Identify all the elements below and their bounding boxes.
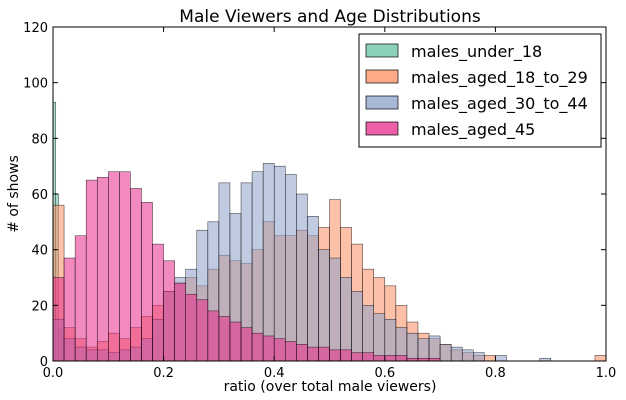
bar-males_aged_45-11 — [174, 282, 186, 362]
bar-males_aged_45-17 — [240, 327, 253, 362]
y-tick-label: 0 — [40, 355, 48, 370]
y-tick-label: 120 — [23, 21, 48, 36]
ticks-layer: 0.0 0.2 0.4 0.6 0.8 1.0 0 20 40 60 80 100 120 — [23, 21, 616, 381]
legend: males_under_18 males_aged_18_to_29 males_a… — [358, 33, 602, 148]
bar-males_aged_45-5 — [108, 171, 120, 362]
bar-males_aged_30_to_44-27 — [351, 291, 363, 362]
bar-males_aged_45-13 — [196, 299, 209, 362]
bar-males_aged_30_to_44-34 — [428, 335, 441, 362]
y-tick-label: 60 — [31, 188, 48, 203]
bar-males_aged_30_to_44-36 — [450, 346, 463, 362]
series-males_aged_45 — [52, 171, 441, 362]
bar-males_aged_45-14 — [207, 310, 220, 362]
x-tick-label: 0.4 — [264, 366, 285, 381]
bar-males_aged_30_to_44-30 — [384, 319, 397, 362]
bar-males_aged_45-19 — [262, 335, 275, 362]
bar-males_aged_45-25 — [329, 349, 341, 362]
bar-males_aged_45-9 — [152, 243, 164, 362]
bar-males_aged_30_to_44-32 — [406, 332, 419, 362]
legend-label-males_aged_45: males_aged_45 — [411, 120, 535, 140]
bar-males_aged_18_to_29-40 — [594, 355, 607, 362]
bar-males_aged_45-24 — [318, 346, 330, 362]
bars-layer — [52, 101, 607, 362]
y-tick-label: 80 — [31, 132, 48, 147]
bar-males_aged_45-2 — [74, 235, 87, 362]
bar-males_aged_45-31 — [395, 355, 408, 362]
bar-males_aged_45-22 — [296, 344, 308, 362]
bar-males_aged_45-26 — [340, 349, 352, 362]
legend-swatch-males_under_18 — [365, 43, 399, 58]
bar-males_aged_45-3 — [85, 179, 98, 362]
bar-males_aged_45-23 — [307, 346, 319, 362]
bar-males_aged_45-0 — [52, 277, 65, 362]
x-tick-label: 1.0 — [596, 366, 617, 381]
x-tick-label: 0.6 — [374, 366, 395, 381]
bar-males_aged_45-4 — [96, 177, 109, 362]
bar-males_aged_45-27 — [351, 352, 363, 362]
legend-label-males_aged_18_to_29: males_aged_18_to_29 — [411, 68, 588, 88]
x-tick-label: 0.8 — [485, 366, 506, 381]
legend-swatch-males_aged_18_to_29 — [365, 69, 399, 84]
chart-title: Male Viewers and Age Distributions — [179, 7, 481, 27]
bar-males_aged_45-8 — [141, 202, 153, 362]
bar-males_aged_30_to_44-38 — [473, 352, 485, 362]
bar-males_aged_30_to_44-19 — [262, 163, 275, 362]
legend-box — [358, 33, 602, 148]
legend-label-males_aged_30_to_44: males_aged_30_to_44 — [411, 94, 588, 114]
bar-males_aged_30_to_44-33 — [417, 338, 430, 362]
bar-males_aged_30_to_44-39 — [495, 355, 507, 362]
bar-males_aged_45-18 — [251, 332, 264, 362]
bar-males_aged_45-1 — [63, 257, 76, 362]
legend-swatch-males_aged_30_to_44 — [365, 95, 399, 110]
bar-males_aged_30_to_44-26 — [340, 277, 352, 362]
bar-males_aged_30_to_44-24 — [318, 249, 330, 362]
bar-males_aged_30_to_44-23 — [307, 216, 319, 362]
y-tick-label: 40 — [31, 244, 48, 259]
y-axis-label: # of shows — [6, 155, 22, 233]
bar-males_aged_45-16 — [229, 321, 242, 362]
bar-males_aged_45-6 — [119, 171, 131, 362]
bar-males_aged_45-29 — [373, 355, 386, 362]
bar-males_aged_30_to_44-25 — [329, 257, 341, 362]
legend-swatch-males_aged_45 — [365, 121, 399, 136]
y-tick-label: 100 — [23, 77, 48, 92]
x-axis-label: ratio (over total male viewers) — [224, 379, 437, 395]
bar-males_aged_45-20 — [273, 338, 286, 362]
bar-males_aged_45-10 — [163, 260, 175, 362]
legend-label-males_under_18: males_under_18 — [411, 42, 542, 62]
y-tick-label: 20 — [31, 299, 48, 314]
bar-males_aged_45-30 — [384, 355, 397, 362]
x-tick-label: 0.0 — [43, 366, 64, 381]
bar-males_aged_30_to_44-22 — [296, 193, 308, 362]
bar-males_aged_30_to_44-37 — [461, 349, 474, 362]
bar-males_aged_30_to_44-21 — [285, 174, 297, 362]
bar-males_aged_30_to_44-29 — [373, 313, 386, 362]
bar-males_aged_18_to_29-39 — [484, 355, 496, 362]
bar-males_aged_45-15 — [218, 316, 231, 362]
bar-males_aged_30_to_44-20 — [273, 165, 286, 362]
bar-males_aged_30_to_44-35 — [439, 344, 452, 362]
bar-males_aged_30_to_44-18 — [251, 171, 264, 362]
bar-males_aged_45-12 — [185, 293, 198, 362]
bar-males_aged_45-21 — [285, 341, 297, 362]
x-tick-label: 0.2 — [153, 366, 174, 381]
bar-males_aged_45-28 — [362, 352, 374, 362]
bar-males_aged_45-7 — [130, 188, 142, 362]
